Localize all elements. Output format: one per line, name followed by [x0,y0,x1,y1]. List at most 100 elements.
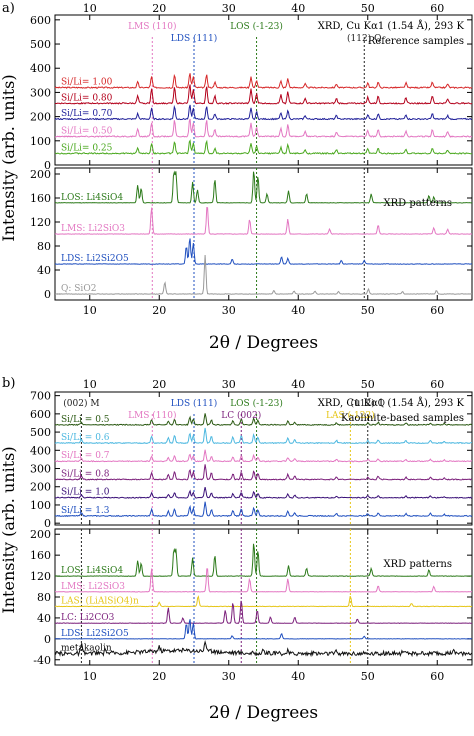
y-axis-label: Intensity (arb. units) [0,446,18,613]
x-axis-label: 2θ / Degrees [209,703,318,723]
series-line [54,568,472,593]
series-label: LOS: Li4SiO4 [61,193,123,203]
y-tick-label: 0 [44,633,51,646]
series-line [54,595,473,608]
subplot-upper: 0 100 200 300 400 500 600 700 Si/Li = 0.5 Si/Li =… [30,390,473,530]
series-line [54,207,473,235]
y-tick-label: 200 [30,111,51,124]
series-line [54,600,473,624]
series-line [54,139,473,155]
y-axis-label: Intensity (arb. units) [0,74,18,241]
panel-title: XRD, Cu Kα1 (1.54 Å), 293 K [318,20,465,32]
y-tick-label: 120 [30,570,51,583]
top-x-tick-label: 30 [222,378,236,391]
series-label: Si/Li= 0.70 [61,109,113,119]
plot-frame [54,391,473,526]
x-tick-label: 20 [152,304,166,317]
series-label: LMS: Li2SiO3 [61,582,125,592]
series-line [54,639,473,658]
series-label: Si/Li = 0.8 [61,469,110,479]
x-tick-label: 50 [361,670,375,683]
panel-label: b) [2,376,15,391]
y-tick-label: 40 [37,264,51,277]
series-label: LDS: Li2Si2O5 [61,629,129,639]
x-tick-label: 10 [83,304,97,317]
top-x-tick-label: 50 [361,378,375,391]
plot-frame [54,14,473,166]
y-tick-label: 200 [30,481,51,494]
series-line [54,84,473,105]
peak-annotation: LMS (110) [128,410,176,421]
top-x-tick-label: 10 [83,378,97,391]
series-label: Si/Li = 1.0 [61,488,110,498]
peak-annotation: LMS (110) [128,21,176,32]
series-line [54,118,473,138]
series-line [54,619,473,640]
y-tick-label: 300 [30,463,51,476]
series-line [54,104,473,121]
y-tick-label: 200 [30,528,51,541]
y-tick-label: 0 [44,517,51,530]
x-tick-label: 30 [222,670,236,683]
top-x-tick-label: 60 [430,378,444,391]
series-label: LDS: Li2Si2O5 [61,254,129,264]
series-label: Q: SiO2 [61,284,96,294]
panel-title: XRD patterns [383,198,452,209]
peak-annotation: LAS (-122) [326,410,375,421]
x-tick-label: 30 [222,304,236,317]
series-label: Si/Li= 0.50 [61,126,113,136]
y-tick-label: 40 [37,612,51,625]
y-tick-label: 0 [44,288,51,301]
series-label: LC: Li2CO3 [61,613,115,623]
series-line [54,449,473,463]
y-tick-label: 80 [37,591,51,604]
y-tick-label: 400 [30,62,51,75]
x-tick-label: 60 [430,304,444,317]
x-tick-label: 60 [430,670,444,683]
peak-annotation: LOS (-1-23) [230,21,283,32]
y-tick-label: 700 [30,390,51,403]
series-line [54,501,473,517]
top-x-tick-label: 10 [83,2,97,15]
series-label: metakaolin [61,643,112,653]
y-tick-label: -40 [33,654,51,667]
panel-label: a) [2,1,15,16]
series-label: Si/Li = 0.5 [61,415,110,425]
x-tick-label: 50 [361,304,375,317]
peak-annotation: LOS (-1-23) [230,398,283,409]
series-label: LAS: (LiAlSiO4)n [61,595,139,606]
y-tick-label: 100 [30,135,51,148]
panel-title: Kaolinite-based samples [341,413,464,424]
peak-annotation: LDS (111) [171,398,217,409]
y-tick-label: 600 [30,408,51,421]
top-x-tick-label: 40 [291,2,305,15]
series-label: Si/Li= 0.25 [61,143,113,153]
x-axis-label: 2θ / Degrees [209,333,318,353]
series-label: LMS: Li2SiO3 [61,224,125,234]
series-label: Si/Li = 0.7 [61,451,110,461]
series-line [54,254,473,295]
y-tick-label: 600 [30,14,51,27]
top-x-tick-label: 50 [361,2,375,15]
peak-annotation: (112) Q [347,33,381,44]
y-tick-label: 400 [30,444,51,457]
top-x-tick-label: 30 [222,2,236,15]
panel-title: XRD, Cu Kα1 (1.54 Å), 293 K [318,397,465,409]
series-line [54,543,473,577]
y-tick-label: 500 [30,426,51,439]
series-line [54,170,473,204]
top-x-tick-label: 20 [152,2,166,15]
x-tick-label: 40 [291,670,305,683]
x-tick-label: 40 [291,304,305,317]
subplot-lower: 0 40 80 120 160 200 LOS: Li4SiO4 LMS: Li2SiO3 LD… [30,167,473,301]
series-line [54,73,473,89]
peak-annotation: LDS (111) [171,33,217,44]
peak-annotation: LC (002) [221,410,261,421]
y-tick-label: 0 [44,159,51,172]
series-line [54,238,472,265]
series-line [54,486,473,499]
series-line [54,464,473,481]
panel-title: XRD patterns [383,559,452,570]
